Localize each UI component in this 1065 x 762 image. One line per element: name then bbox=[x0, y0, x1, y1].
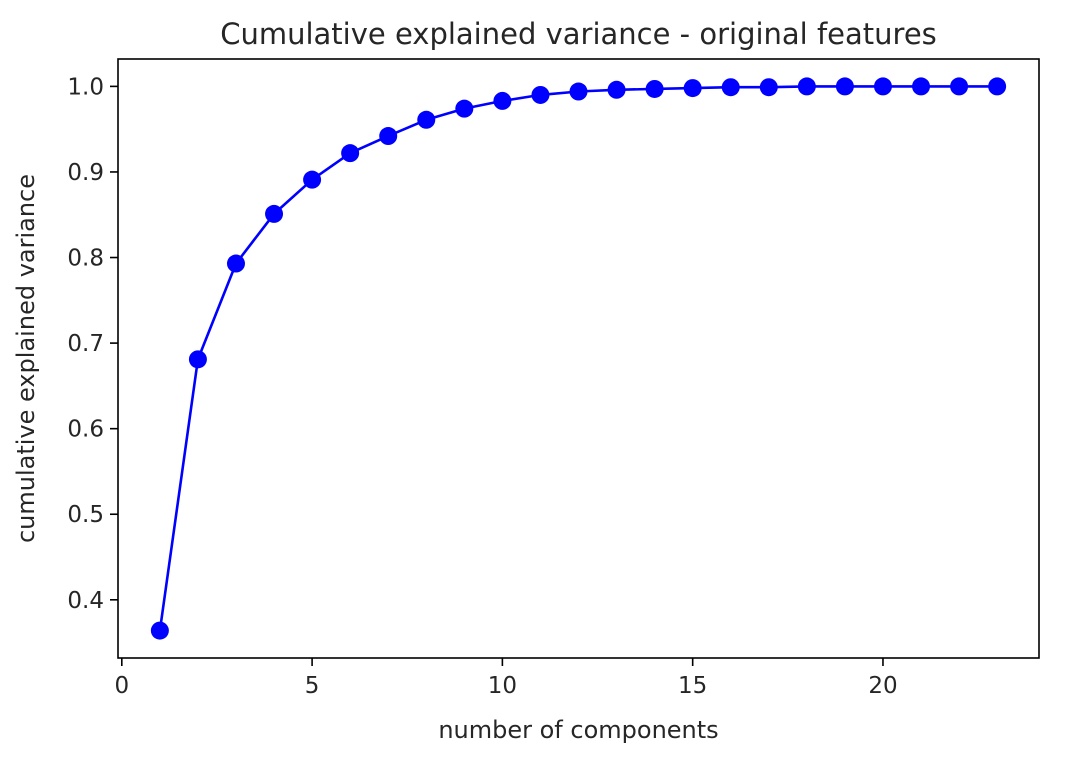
chart-title: Cumulative explained variance - original… bbox=[220, 17, 937, 51]
data-point bbox=[188, 350, 207, 369]
x-axis-ticks: 0 5 10 15 20 bbox=[114, 658, 898, 699]
data-point bbox=[988, 77, 1007, 96]
data-point bbox=[265, 204, 284, 223]
data-point bbox=[912, 77, 931, 96]
data-point bbox=[645, 79, 664, 98]
data-point bbox=[150, 621, 169, 640]
data-point bbox=[417, 110, 436, 129]
data-point bbox=[950, 77, 969, 96]
x-tick-label: 5 bbox=[305, 673, 320, 699]
y-axis-label: cumulative explained variance bbox=[12, 174, 40, 543]
data-point bbox=[303, 170, 322, 189]
plot-frame bbox=[117, 58, 1040, 659]
data-point bbox=[835, 77, 854, 96]
x-axis-label: number of components bbox=[438, 716, 718, 744]
data-point bbox=[379, 127, 398, 146]
series-line bbox=[158, 85, 998, 631]
y-tick-label: 0.5 bbox=[67, 502, 104, 528]
data-point bbox=[569, 82, 588, 101]
data-point bbox=[797, 77, 816, 96]
data-point bbox=[721, 78, 740, 97]
y-tick-label: 0.7 bbox=[67, 331, 104, 357]
data-point bbox=[455, 99, 474, 118]
data-point bbox=[759, 78, 778, 97]
data-point bbox=[341, 144, 360, 163]
x-tick-label: 0 bbox=[114, 673, 129, 699]
data-point bbox=[226, 254, 245, 273]
y-axis-ticks: 0.4 0.5 0.6 0.7 0.8 0.9 1.0 bbox=[67, 74, 118, 614]
x-tick-label: 20 bbox=[868, 673, 897, 699]
y-tick-label: 0.4 bbox=[67, 588, 104, 614]
x-tick-label: 15 bbox=[678, 673, 707, 699]
y-tick-label: 0.9 bbox=[67, 160, 104, 186]
y-tick-label: 1.0 bbox=[67, 74, 104, 100]
y-tick-label: 0.6 bbox=[67, 417, 104, 443]
plot-marks bbox=[150, 77, 1007, 640]
data-point bbox=[531, 85, 550, 104]
data-point bbox=[607, 80, 626, 99]
data-point bbox=[493, 91, 512, 110]
x-tick-label: 10 bbox=[488, 673, 517, 699]
data-point bbox=[683, 79, 702, 98]
data-point bbox=[873, 77, 892, 96]
y-tick-label: 0.8 bbox=[67, 246, 104, 272]
